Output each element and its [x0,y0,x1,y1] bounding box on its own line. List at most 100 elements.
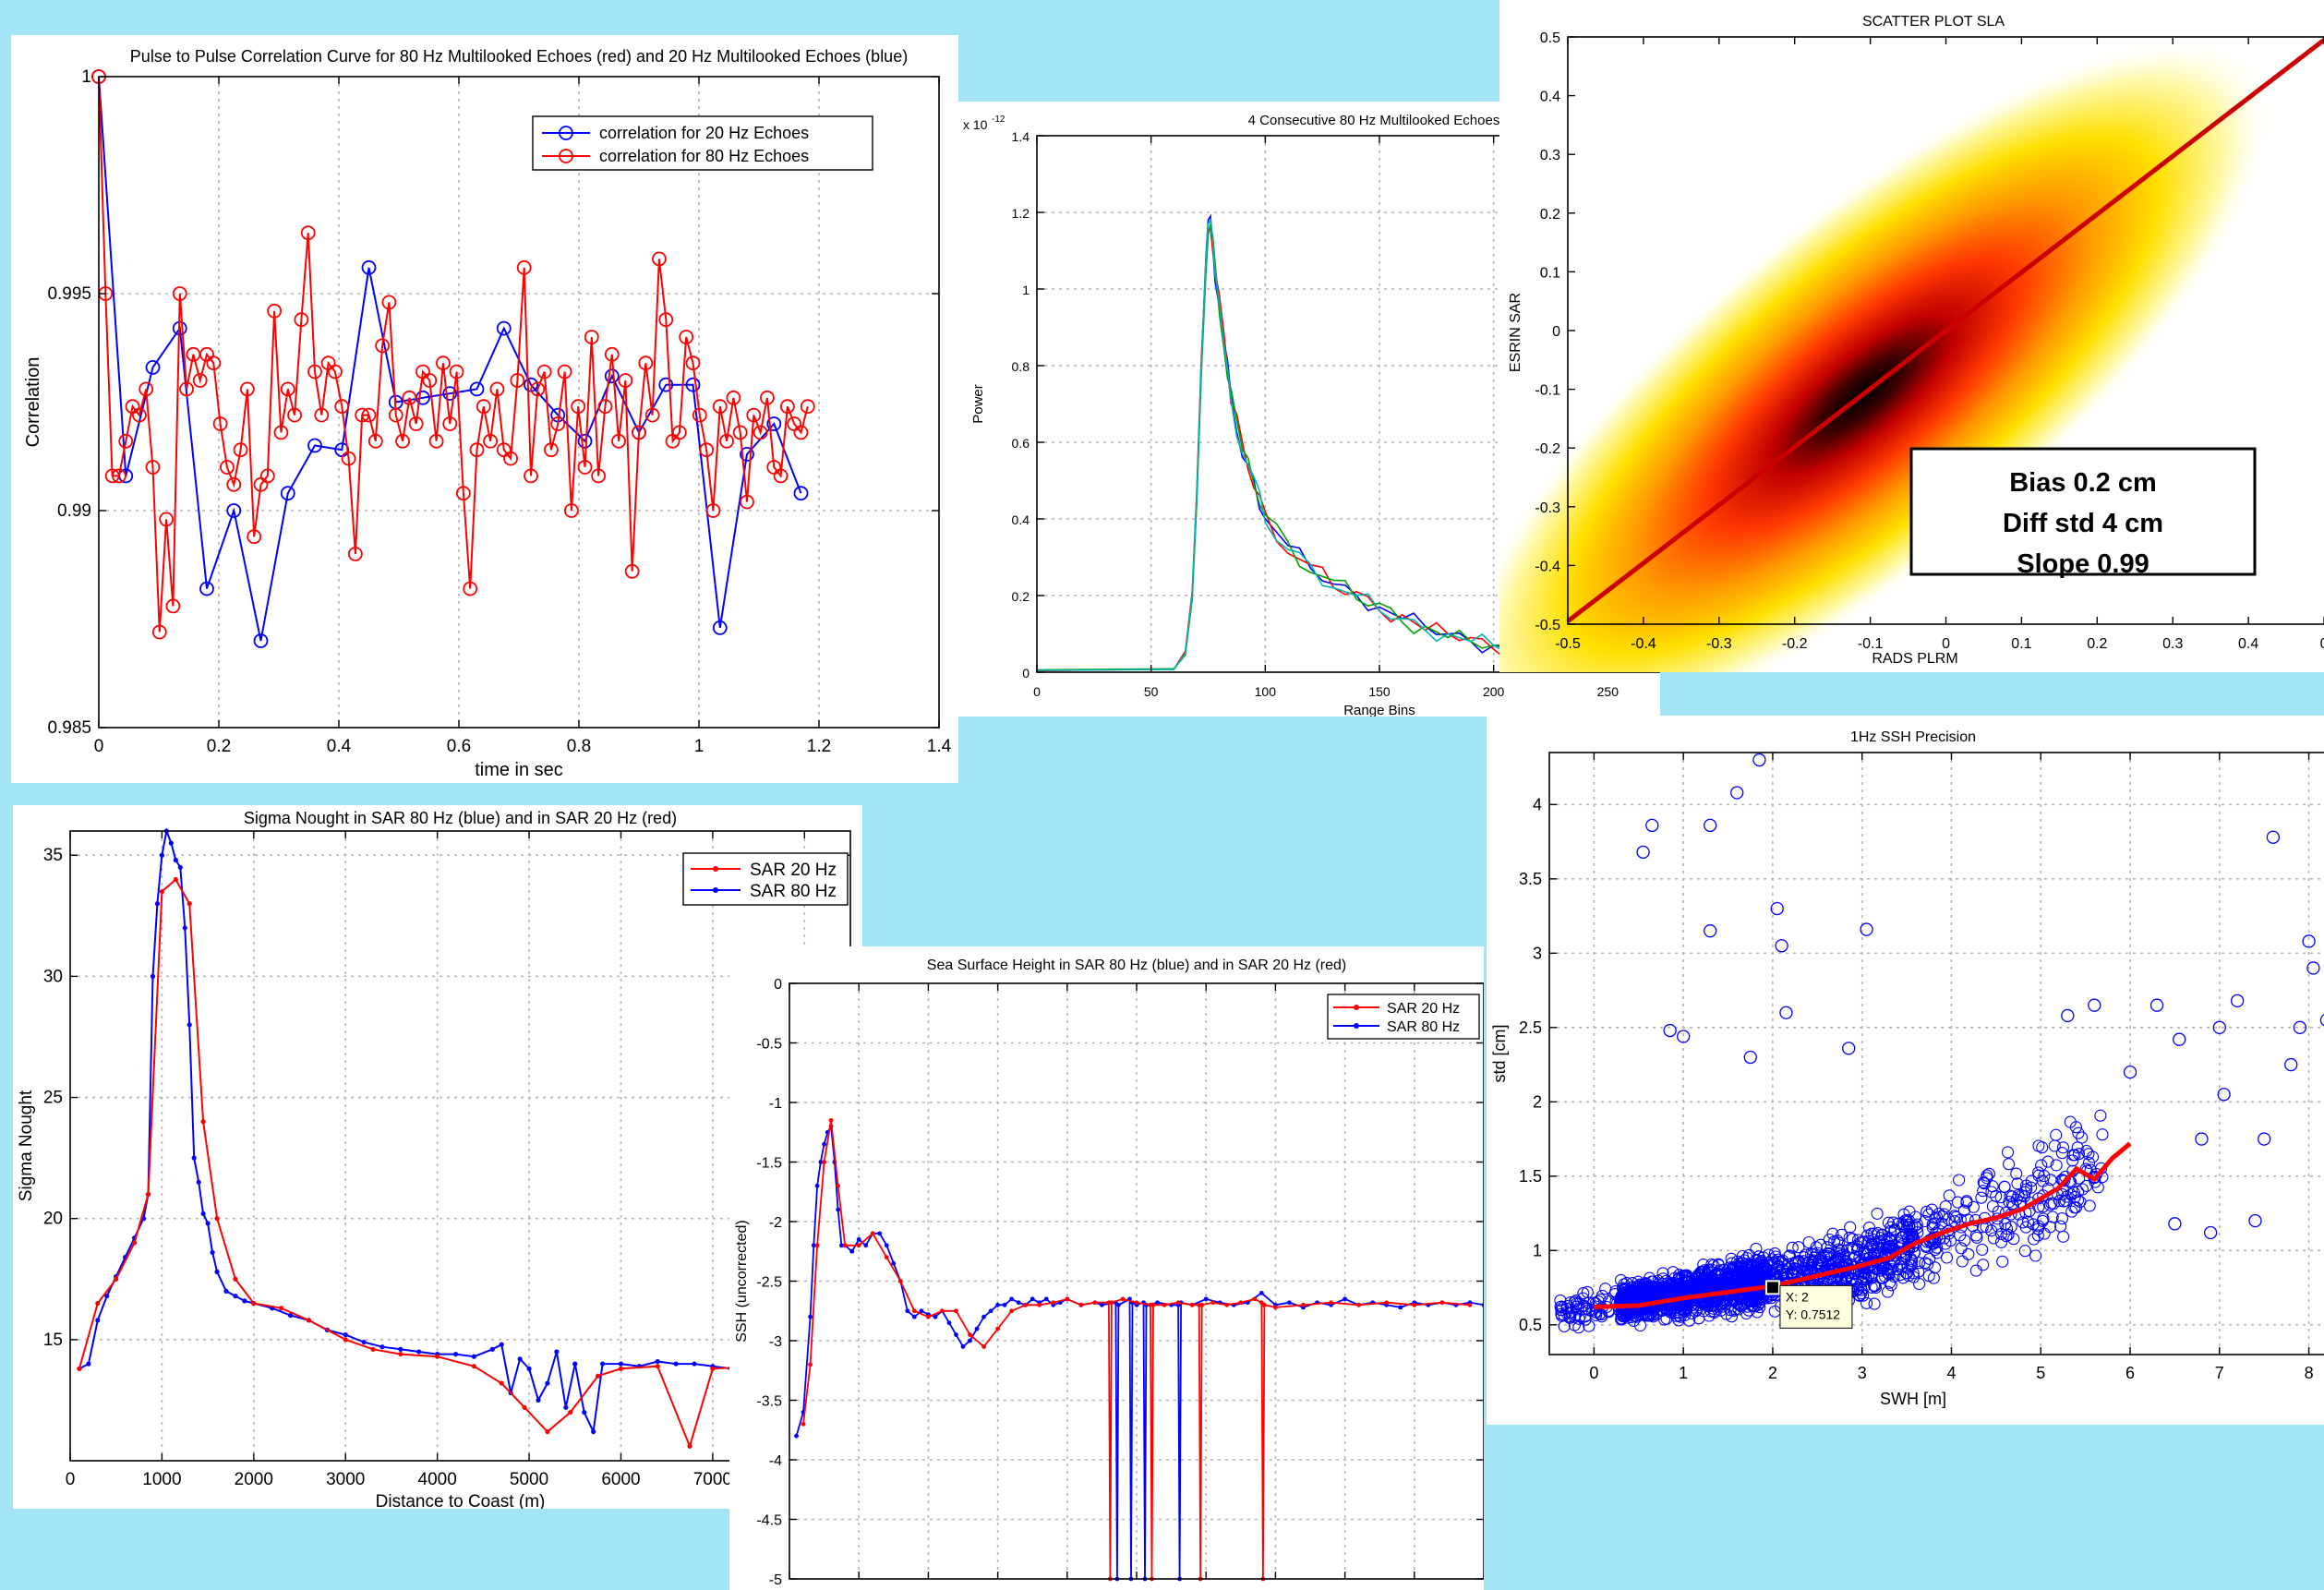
point-20hz [828,1117,834,1123]
point-20hz [1467,1302,1473,1307]
point-80hz [223,1288,229,1294]
point-20hz [856,1243,861,1248]
point-80hz [811,1243,816,1248]
point-80hz [591,468,607,484]
legend-marker [1354,1005,1359,1010]
point-20hz [200,1119,206,1125]
scatter-point [1868,1297,1881,1310]
scatter-point [2038,1170,2051,1183]
scatter-point [1948,1210,1961,1223]
point-20hz [545,1428,550,1435]
echo-waveform-2 [1036,225,1574,672]
y-tick-label: 1.5 [1519,1167,1542,1186]
point-80hz [673,1361,679,1367]
scatter-point [1738,1254,1751,1267]
scatter-point [1970,1231,1983,1244]
point-80hz [779,399,795,415]
point-80hz [361,1339,367,1345]
y-tick-label: 3 [1533,944,1542,962]
x-tick-label: 8 [2305,1364,2314,1382]
scatter-point [1644,1309,1657,1322]
axis-exponent-power: -12 [992,114,1005,125]
y-tick-label: -3.5 [756,1394,782,1410]
legend-box [1327,994,1480,1040]
point-80hz [138,381,154,397]
y-tick-label: 4 [1533,795,1542,813]
point-80hz [740,494,754,510]
x-axis-label: Range Bins [1343,703,1415,717]
point-80hz [604,346,620,362]
series-line-80hz [98,76,809,632]
outlier-point [2061,1008,2075,1023]
scatter-point [2071,1141,2084,1154]
y-axis-label: Sigma Nought [17,1090,36,1201]
x-tick-label: 3 [1858,1364,1867,1382]
point-80hz [572,1361,578,1367]
echo-waveform-4 [1036,217,1574,671]
point-80hz [428,433,444,449]
point-80hz [712,399,728,415]
y-tick-label: 2 [1533,1092,1542,1111]
legend-box [532,115,873,171]
x-tick-label: 0 [1589,1364,1598,1382]
scatter-point [1701,1275,1715,1288]
scatter-point [2058,1174,2071,1187]
point-20hz [870,1231,875,1236]
scatter-point [1557,1301,1570,1314]
scatter-point [2072,1148,2086,1161]
point-80hz [863,1243,869,1248]
point-80hz [856,1236,861,1242]
scatter-point [2082,1156,2096,1169]
legend-label: correlation for 80 Hz Echoes [599,147,809,165]
scatter-point [2057,1230,2070,1243]
point-80hz [946,1320,952,1326]
y-tick-label: 0.99 [57,501,91,521]
point-80hz [206,355,222,371]
stats-annotation-box [1909,447,2257,576]
scatter-point [2086,1150,2100,1163]
point-20hz [199,581,214,596]
point-80hz [112,468,126,484]
point-20hz [766,416,782,431]
scatter-point [1977,1259,1990,1271]
x-tick-label: 0 [1942,636,1950,652]
point-80hz [1155,1300,1160,1306]
scatter-point [1894,1269,1907,1282]
point-20hz [1078,1302,1084,1307]
x-tick-label: -0.1 [1858,636,1884,652]
point-80hz [233,442,248,458]
outlier-point [2266,830,2281,844]
point-20hz [954,1308,958,1314]
scatter-point [2065,1205,2078,1218]
scatter-point [1719,1271,1732,1284]
scatter-point [2080,1179,2093,1192]
point-80hz [557,364,572,379]
point-80hz [988,1308,993,1314]
point-80hz [159,512,175,527]
point-20hz [710,1366,716,1371]
point-20hz [214,1216,220,1222]
point-20hz [658,377,674,392]
point-20hz [280,486,295,501]
scatter-point [1617,1296,1630,1309]
point-20hz [77,1366,82,1371]
y-tick-label: 0.1 [1540,265,1560,281]
point-80hz [705,503,721,518]
stats-annotation-line: Diff std 4 cm [2003,509,2163,538]
point-80hz [746,407,762,423]
point-80hz [210,1249,215,1256]
scatter-point [1940,1251,1954,1264]
point-20hz [251,1300,257,1307]
x-tick-label: -0.5 [1555,636,1581,652]
scatter-point [1645,1275,1658,1288]
legend-label: SAR 20 Hz [1387,1001,1460,1017]
point-20hz [307,438,322,453]
point-80hz [732,425,748,440]
scatter-point [1572,1321,1585,1334]
scatter-point [1627,1314,1640,1328]
scatter-point [1826,1227,1839,1240]
point-20hz [1009,1308,1015,1314]
point-80hz [398,1346,403,1352]
scatter-point [2032,1169,2045,1182]
series-line-80hz [795,1123,1484,1580]
